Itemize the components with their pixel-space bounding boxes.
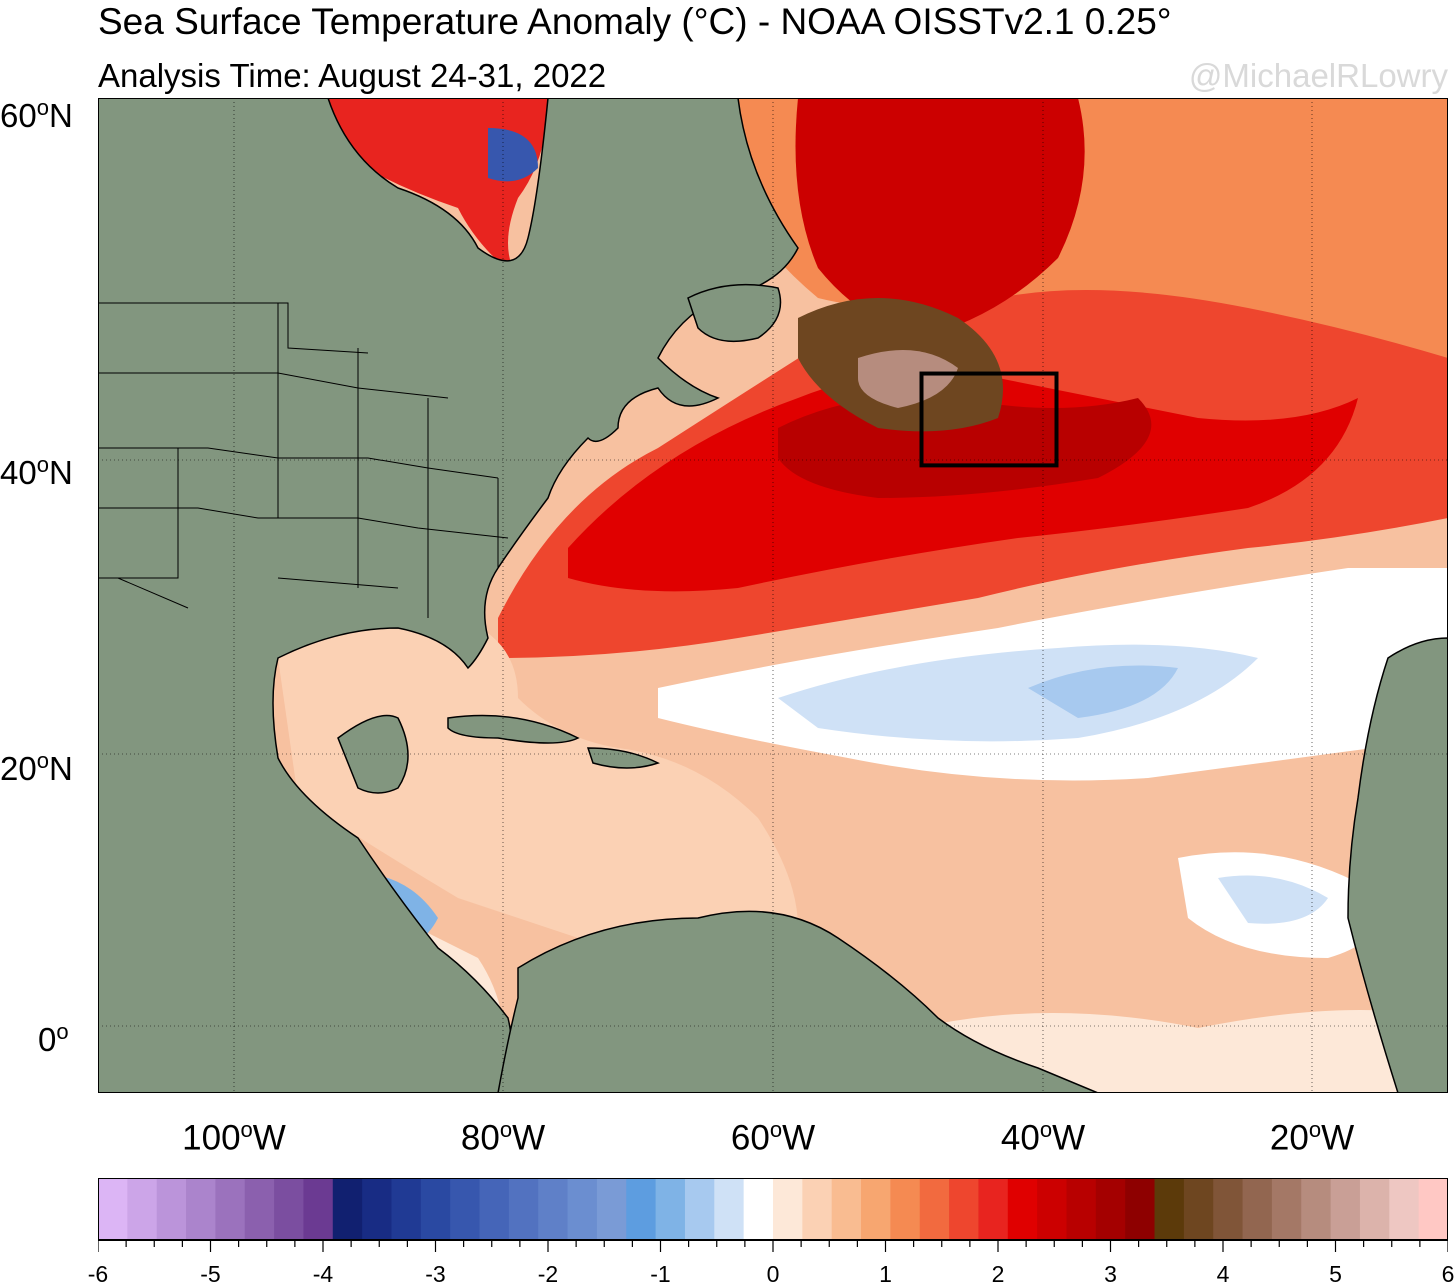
- lon-label-100w: 100oW: [182, 1117, 286, 1158]
- colorbar-cell: [1271, 1178, 1302, 1240]
- colorbar-cell: [714, 1178, 745, 1240]
- colorbar-cell: [1037, 1178, 1068, 1240]
- political-borders: [98, 302, 509, 618]
- colorbar-tick-label: 2: [991, 1261, 1005, 1287]
- colorbar-cell: [274, 1178, 305, 1240]
- colorbar-cell: [567, 1178, 598, 1240]
- colorbar-cell: [1066, 1178, 1097, 1240]
- colorbar-cell: [450, 1178, 481, 1240]
- colorbar-cell: [303, 1178, 334, 1240]
- colorbar-cell: [127, 1178, 158, 1240]
- colorbar-cell: [684, 1178, 715, 1240]
- map-title: Sea Surface Temperature Anomaly (°C) - N…: [98, 1, 1172, 42]
- colorbar-tick-label: -2: [537, 1261, 559, 1287]
- colorbar-tick-label: 3: [1104, 1261, 1117, 1287]
- colorbar-cell: [1418, 1178, 1448, 1240]
- colorbar-cell: [538, 1178, 569, 1240]
- colorbar-cell: [1095, 1178, 1126, 1240]
- highlight-box: [919, 371, 1059, 468]
- colorbar-cell: [978, 1178, 1009, 1240]
- colorbar-cell: [890, 1178, 921, 1240]
- colorbar-cell: [244, 1178, 275, 1240]
- colorbar-cell: [362, 1178, 393, 1240]
- south-america-land: [497, 910, 1099, 1093]
- colorbar-cell: [861, 1178, 891, 1240]
- colorbar-cell: [1007, 1178, 1038, 1240]
- hudson-bay-cool: [488, 128, 538, 182]
- colorbar: [98, 1178, 1448, 1252]
- colorbar-cell: [1359, 1178, 1390, 1240]
- colorbar-cell: [1154, 1178, 1185, 1240]
- colorbar-tick-label: 6: [1441, 1261, 1455, 1287]
- yucatan-central-america: [337, 714, 409, 794]
- gulf-caribbean: [278, 618, 798, 958]
- colorbar-cell: [919, 1178, 950, 1240]
- graticule: [98, 98, 1448, 1093]
- lon-label-20w: 20oW: [1269, 1117, 1355, 1158]
- lon-label-80w: 80oW: [460, 1117, 546, 1158]
- hispaniola-island: [586, 747, 660, 769]
- lon-label-40w: 40oW: [1000, 1117, 1086, 1158]
- newfoundland-land: [687, 283, 782, 343]
- east-cool-blue: [1218, 875, 1328, 924]
- colorbar-cell: [98, 1178, 128, 1240]
- sst-anomaly-map: [98, 98, 1448, 1093]
- colorbar-tick-label: 5: [1329, 1261, 1342, 1287]
- colorbar-tick-label: -5: [200, 1261, 221, 1287]
- analysis-time: Analysis Time: August 24-31, 2022: [98, 57, 607, 94]
- cool-anomaly-blue-2: [1028, 665, 1178, 718]
- colorbar-cell: [332, 1178, 363, 1240]
- colorbar-cell: [156, 1178, 187, 1240]
- colorbar-cell: [831, 1178, 862, 1240]
- north-america-land: [98, 98, 799, 1093]
- colorbar-cell: [1242, 1178, 1273, 1240]
- colorbar-cell: [391, 1178, 422, 1240]
- colorbar-cell: [1183, 1178, 1214, 1240]
- colorbar-cell: [743, 1178, 774, 1240]
- cuba-island: [447, 714, 580, 744]
- colorbar-cell: [420, 1178, 451, 1240]
- colorbar-cell: [802, 1178, 833, 1240]
- colorbar-cell: [596, 1178, 627, 1240]
- lat-label-60n: 60oN: [0, 95, 73, 134]
- south-white-region: [918, 1010, 1448, 1093]
- colorbar-cell: [655, 1178, 686, 1240]
- africa-land: [1347, 637, 1448, 1093]
- colorbar-cell: [773, 1178, 803, 1240]
- colorbar-cell: [626, 1178, 657, 1240]
- northern-strong-warm: [795, 98, 1085, 338]
- lat-label-40n: 40oN: [0, 452, 73, 491]
- lat-label-20n: 20oN: [0, 748, 73, 787]
- colorbar-tick-label: 0: [766, 1261, 780, 1287]
- colorbar-tick-label: 4: [1216, 1261, 1230, 1287]
- colorbar-cell: [1301, 1178, 1332, 1240]
- extreme-warm-2: [858, 350, 958, 408]
- colorbar-tick-label: -3: [425, 1261, 446, 1287]
- colorbar-tick-label: -1: [650, 1261, 671, 1287]
- colorbar-tick-label: 1: [879, 1261, 892, 1287]
- colorbar-cell: [1330, 1178, 1361, 1240]
- colorbar-tick-label: -4: [312, 1261, 334, 1287]
- colorbar-cell: [1389, 1178, 1420, 1240]
- lon-label-60w: 60oW: [730, 1117, 816, 1158]
- colorbar-cell: [479, 1178, 510, 1240]
- colorbar-cell: [1125, 1178, 1156, 1240]
- colorbar-cell: [1213, 1178, 1244, 1240]
- lat-label-0: 0o: [38, 1019, 69, 1058]
- colorbar-cell: [186, 1178, 216, 1240]
- author-credit: @MichaelRLowry: [1188, 57, 1448, 94]
- colorbar-cell: [508, 1178, 539, 1240]
- colorbar-cell: [215, 1178, 246, 1240]
- colorbar-tick-label: -6: [87, 1261, 109, 1287]
- colorbar-cell: [949, 1178, 980, 1240]
